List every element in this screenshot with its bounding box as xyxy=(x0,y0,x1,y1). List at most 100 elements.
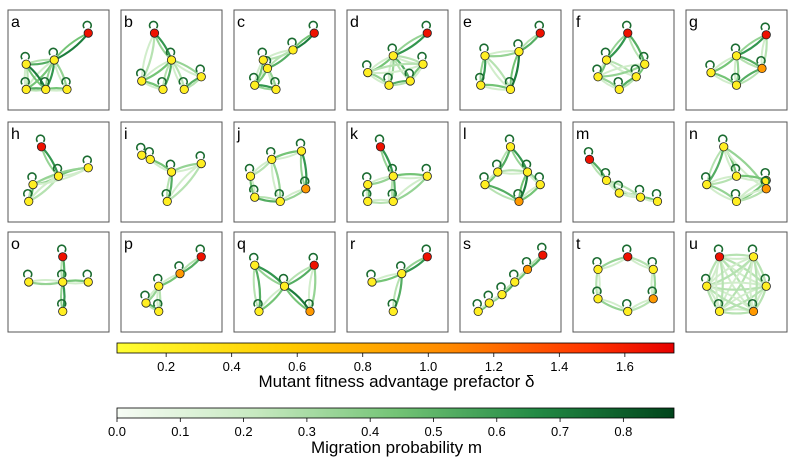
panel-letter: i xyxy=(124,126,128,143)
deme-node xyxy=(493,167,503,177)
deme-node xyxy=(388,51,398,61)
self-loop xyxy=(395,261,406,270)
deme-node xyxy=(388,196,398,206)
panel-l: l xyxy=(459,121,562,223)
deme-node xyxy=(254,306,264,316)
deme-node xyxy=(476,80,486,90)
migration-edge xyxy=(367,63,424,75)
panel-frame xyxy=(572,9,675,111)
self-loop xyxy=(178,76,189,85)
panel-letter: t xyxy=(576,236,581,253)
panel-letter: s xyxy=(463,236,471,253)
deme-node xyxy=(58,277,68,287)
deme-node xyxy=(593,72,603,82)
deme-node xyxy=(505,142,516,152)
fitness-colorbar-ticks: 0.2 0.4 0.6 0.8 1.0 1.2 1.4 1.6 xyxy=(157,353,634,374)
deme-node xyxy=(593,294,603,304)
fitness-colorbar-title: Mutant fitness advantage prefactor δ xyxy=(258,372,535,391)
deme-node xyxy=(196,159,206,169)
self-loop xyxy=(651,188,662,197)
deme-node xyxy=(196,252,206,262)
self-loop xyxy=(638,51,649,60)
self-loop xyxy=(491,159,502,168)
self-loop xyxy=(730,43,741,52)
deme-node xyxy=(24,277,34,287)
deme-node xyxy=(510,277,520,287)
panel-grid: a b c d e f g h i j k l m n o p q r s t u xyxy=(7,9,788,333)
deme-node xyxy=(601,55,612,65)
migration-colorbar-tick-label: 0.1 xyxy=(171,424,189,439)
panel-r: r xyxy=(346,231,449,333)
self-loop xyxy=(27,172,37,181)
fitness-colorbar-gradient xyxy=(116,342,675,354)
deme-node xyxy=(757,63,767,74)
self-loop xyxy=(474,72,485,81)
deme-node xyxy=(384,80,394,90)
fitness-colorbar-tick-label: 0.6 xyxy=(288,359,306,374)
migration-edge xyxy=(718,256,724,312)
self-loop xyxy=(56,298,67,307)
deme-node xyxy=(505,84,516,95)
self-loop xyxy=(195,151,206,160)
self-loop xyxy=(387,188,398,197)
self-loop xyxy=(287,37,297,46)
deme-node xyxy=(41,84,51,95)
self-loop xyxy=(700,273,711,282)
self-loop xyxy=(647,286,658,295)
self-loop xyxy=(82,269,93,278)
migration-colorbar-tick-label: 0.0 xyxy=(108,424,126,439)
deme-node xyxy=(714,252,725,262)
deme-node xyxy=(363,68,373,78)
self-loop xyxy=(613,76,624,85)
deme-node xyxy=(367,277,377,287)
migration-edge xyxy=(719,255,768,287)
panel-letter: n xyxy=(689,126,698,143)
self-loop xyxy=(513,39,523,48)
deme-node xyxy=(514,46,524,57)
deme-node xyxy=(305,306,315,316)
self-loop xyxy=(534,20,545,29)
self-loop xyxy=(504,134,515,143)
self-loop xyxy=(383,72,393,81)
deme-node xyxy=(166,167,177,177)
deme-node xyxy=(731,51,742,61)
panel-n: n xyxy=(685,121,788,223)
deme-node xyxy=(296,146,307,156)
deme-node xyxy=(175,268,185,279)
fitness-colorbar-tick-label: 0.2 xyxy=(157,359,175,374)
deme-node xyxy=(748,252,759,262)
self-loop xyxy=(270,76,280,85)
deme-node xyxy=(141,298,151,308)
self-loop xyxy=(52,163,63,172)
deme-node xyxy=(623,252,633,262)
deme-node xyxy=(275,196,285,206)
self-loop xyxy=(152,273,163,282)
deme-node xyxy=(522,167,533,177)
self-loop xyxy=(472,298,482,307)
deme-node xyxy=(363,180,373,190)
migration-edge xyxy=(367,62,424,74)
deme-node xyxy=(623,28,633,38)
panel-u: u xyxy=(685,231,788,333)
panel-letter: b xyxy=(124,14,133,31)
self-loop xyxy=(20,76,30,85)
deme-node xyxy=(593,264,603,274)
deme-node xyxy=(731,171,742,181)
deme-node xyxy=(21,59,31,69)
fitness-colorbar-tick-label: 0.8 xyxy=(354,359,372,374)
deme-node xyxy=(301,184,311,194)
self-loop xyxy=(244,163,255,172)
panel-letter: d xyxy=(350,14,359,31)
deme-node xyxy=(731,196,742,206)
self-loop xyxy=(157,76,167,85)
deme-node xyxy=(166,55,177,65)
self-loop xyxy=(295,138,306,147)
self-loop xyxy=(717,134,728,143)
fitness-colorbar-tick-label: 1.6 xyxy=(616,359,634,374)
deme-node xyxy=(480,180,490,190)
self-loop xyxy=(195,64,206,73)
deme-node xyxy=(748,306,759,316)
deme-node xyxy=(538,250,548,260)
migration-colorbar-tick-label: 0.8 xyxy=(614,424,632,439)
self-loop xyxy=(56,269,67,278)
